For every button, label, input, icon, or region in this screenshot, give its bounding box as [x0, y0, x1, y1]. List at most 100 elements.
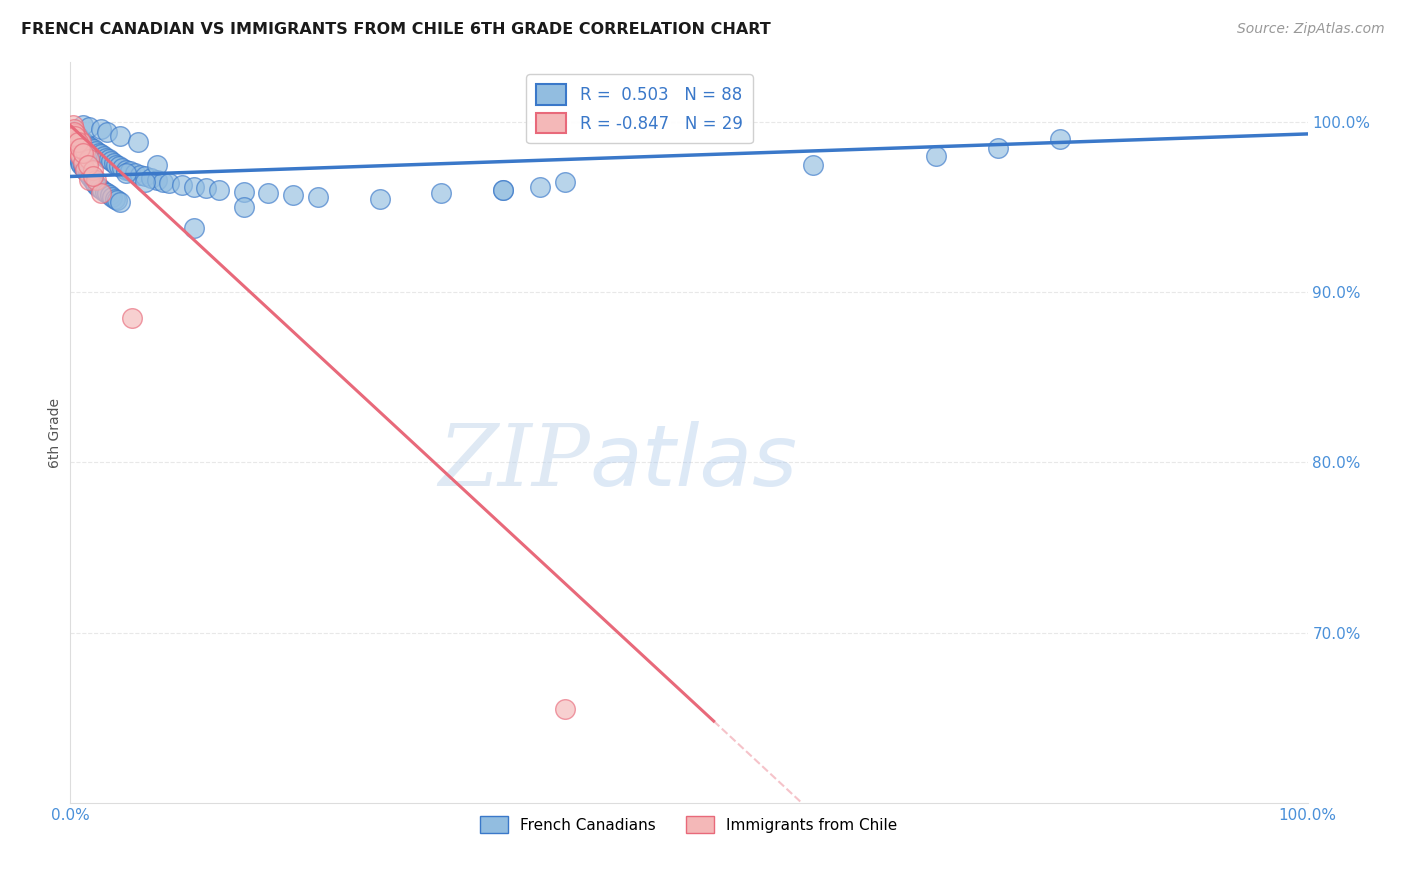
Text: atlas: atlas	[591, 421, 799, 504]
Point	[69, 149, 91, 163]
Point	[89, 181, 111, 195]
Point	[79, 169, 101, 184]
Point	[63, 121, 86, 136]
Point	[65, 140, 87, 154]
Point	[208, 183, 231, 197]
Point	[121, 310, 143, 325]
Point	[76, 166, 98, 180]
Point	[82, 162, 104, 177]
Point	[69, 140, 91, 154]
Point	[257, 186, 280, 201]
Y-axis label: 6th Grade: 6th Grade	[48, 398, 62, 467]
Point	[134, 175, 156, 189]
Point	[67, 132, 90, 146]
Point	[108, 128, 131, 143]
Point	[73, 136, 96, 150]
Point	[183, 220, 205, 235]
Point	[100, 154, 122, 169]
Point	[90, 121, 112, 136]
Point	[105, 157, 128, 171]
Point	[91, 183, 114, 197]
Point	[65, 127, 87, 141]
Point	[70, 136, 93, 150]
Point	[75, 137, 97, 152]
Text: ZIP: ZIP	[439, 421, 591, 504]
Point	[76, 157, 98, 171]
Point	[86, 179, 108, 194]
Point	[170, 178, 193, 192]
Point	[90, 147, 112, 161]
Point	[232, 200, 254, 214]
Point	[65, 128, 87, 143]
Point	[72, 156, 94, 170]
Point	[127, 136, 149, 150]
Point	[66, 136, 89, 150]
Point	[104, 192, 127, 206]
Point	[77, 138, 100, 153]
Point	[77, 168, 100, 182]
Point	[90, 186, 112, 201]
Point	[65, 127, 87, 141]
Point	[67, 130, 90, 145]
Point	[65, 145, 87, 160]
Point	[111, 161, 134, 175]
Point	[105, 194, 128, 208]
Point	[101, 190, 124, 204]
Point	[124, 166, 146, 180]
Point	[73, 161, 96, 175]
Point	[70, 157, 93, 171]
Point	[96, 125, 118, 139]
Point	[98, 188, 121, 202]
Point	[75, 162, 97, 177]
Point	[65, 138, 87, 153]
Point	[134, 169, 156, 184]
Point	[157, 176, 180, 190]
Point	[281, 188, 304, 202]
Point	[84, 173, 107, 187]
Point	[146, 173, 169, 187]
Point	[66, 142, 89, 156]
Legend: French Canadians, Immigrants from Chile: French Canadians, Immigrants from Chile	[474, 810, 904, 839]
Point	[77, 120, 100, 135]
Point	[63, 125, 86, 139]
Point	[77, 153, 100, 167]
Point	[146, 157, 169, 171]
Point	[492, 183, 515, 197]
Point	[94, 185, 117, 199]
Point	[801, 157, 824, 171]
Point	[75, 144, 97, 158]
Point	[1049, 132, 1071, 146]
Point	[103, 156, 125, 170]
Point	[83, 175, 105, 189]
Point	[307, 190, 329, 204]
Point	[87, 145, 110, 160]
Point	[84, 178, 107, 192]
Point	[492, 183, 515, 197]
Point	[115, 166, 138, 180]
Point	[84, 144, 107, 158]
Point	[97, 153, 120, 167]
Text: FRENCH CANADIAN VS IMMIGRANTS FROM CHILE 6TH GRADE CORRELATION CHART: FRENCH CANADIAN VS IMMIGRANTS FROM CHILE…	[21, 22, 770, 37]
Point	[139, 171, 162, 186]
Point	[82, 169, 104, 184]
Point	[93, 149, 115, 163]
Point	[107, 159, 129, 173]
Point	[554, 175, 576, 189]
Point	[96, 186, 118, 201]
Point	[69, 156, 91, 170]
Point	[63, 123, 86, 137]
Point	[925, 149, 948, 163]
Point	[118, 164, 141, 178]
Point	[75, 162, 97, 177]
Point	[70, 134, 93, 148]
Point	[554, 702, 576, 716]
Point	[529, 179, 551, 194]
Point	[108, 194, 131, 209]
Point	[65, 136, 87, 150]
Point	[83, 142, 105, 156]
Point	[62, 132, 84, 146]
Point	[987, 140, 1010, 154]
Point	[62, 119, 84, 133]
Point	[72, 145, 94, 160]
Point	[80, 140, 103, 154]
